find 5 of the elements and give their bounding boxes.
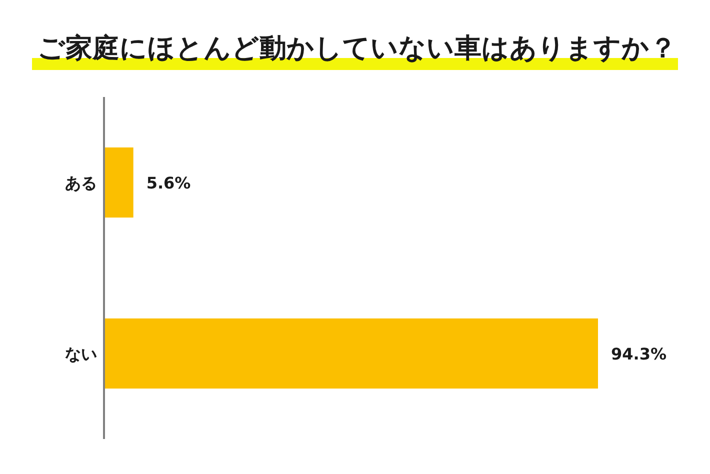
data-label: 5.6% — [146, 174, 191, 192]
data-label: 94.3% — [611, 344, 667, 364]
y-tick-label: ある — [65, 174, 97, 192]
y-tick-label: ない — [65, 344, 97, 364]
chart-title: ご家庭にほとんど動かしていない車はありますか？ — [38, 33, 676, 64]
